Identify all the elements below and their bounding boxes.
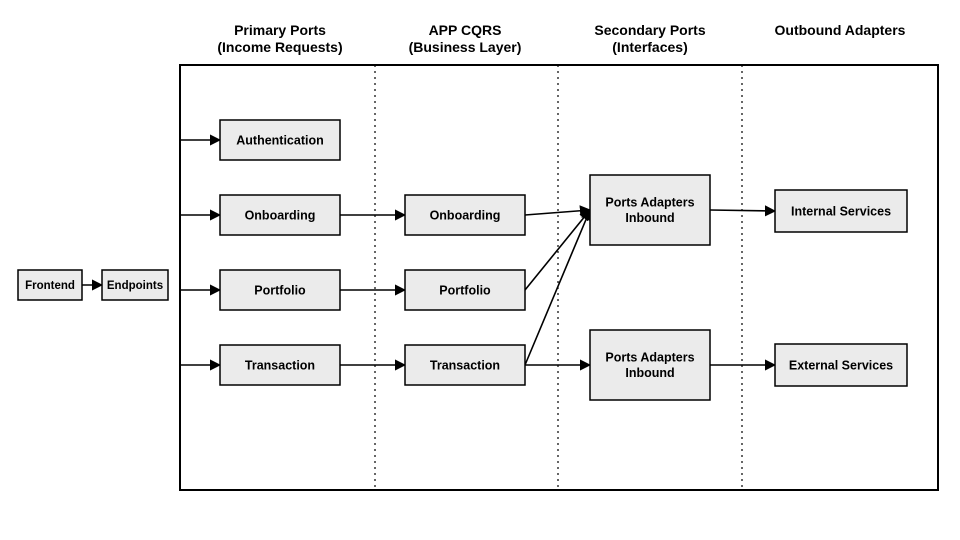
hdr-primary-sub: (Income Requests) [217,39,342,55]
oa-internal-label: Internal Services [791,204,891,218]
pp-onboarding-label: Onboarding [245,208,316,222]
frontend-label: Frontend [25,280,75,292]
sp-inbound2-label: Inbound [625,366,674,380]
pp-portfolio-label: Portfolio [254,283,306,297]
sp-inbound2 [590,330,710,400]
oa-external-label: External Services [789,358,893,372]
sp-inbound1-label: Ports Adapters [605,196,694,210]
bl-transaction-label: Transaction [430,358,500,372]
sp-inbound2-label: Ports Adapters [605,351,694,365]
sp-inbound1 [590,175,710,245]
e-sp1-int [710,210,775,211]
hdr-outbound: Outbound Adapters [775,22,906,38]
sp-inbound1-label: Inbound [625,211,674,225]
bl-onboarding-label: Onboarding [430,208,501,222]
hdr-primary: Primary Ports [234,22,326,38]
pp-auth-label: Authentication [236,133,324,147]
endpoints-label: Endpoints [107,280,163,292]
bl-portfolio-label: Portfolio [439,283,491,297]
hdr-cqrs-sub: (Business Layer) [409,39,522,55]
architecture-diagram: Primary Ports(Income Requests) APP CQRS(B… [0,0,960,540]
hdr-cqrs: APP CQRS [429,22,502,38]
hdr-secondary: Secondary Ports [594,22,705,38]
hdr-secondary-sub: (Interfaces) [612,39,687,55]
pp-transaction-label: Transaction [245,358,315,372]
